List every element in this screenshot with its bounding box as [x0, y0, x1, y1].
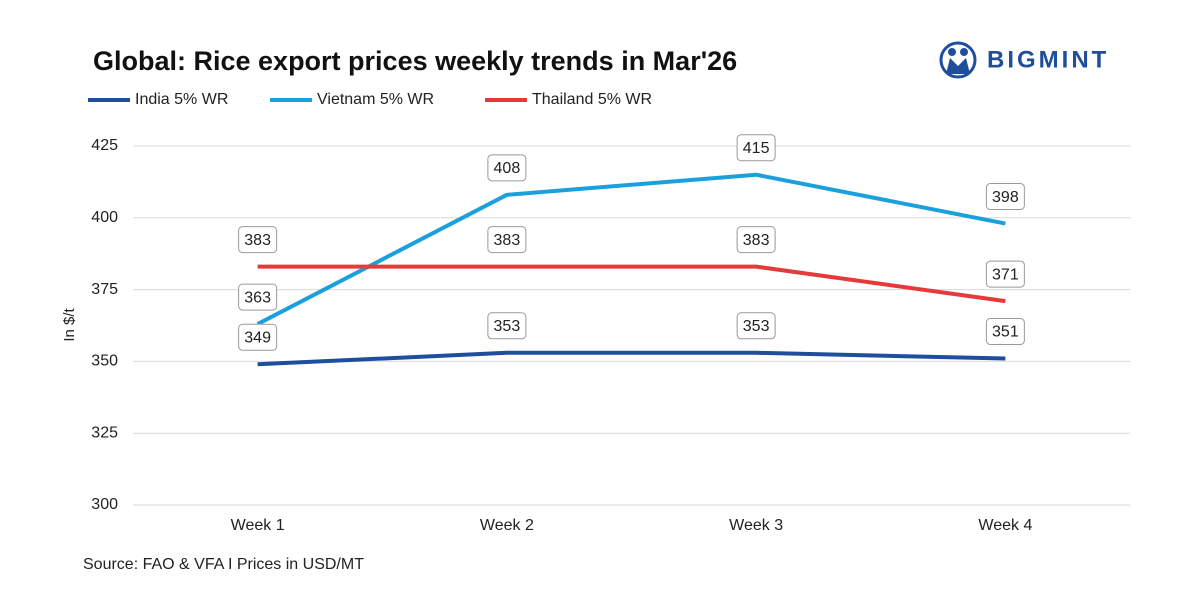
legend-label: Vietnam 5% WR: [317, 91, 434, 108]
source-note: Source: FAO & VFA I Prices in USD/MT: [83, 556, 364, 573]
x-tick-label: Week 1: [231, 517, 285, 534]
x-tick-label: Week 3: [729, 517, 783, 534]
data-label-box: [985, 260, 1025, 288]
series-line: [256, 172, 1006, 326]
x-tick-label: Week 2: [480, 517, 534, 534]
data-label-box: [985, 318, 1025, 346]
y-tick-label: 400: [91, 209, 118, 226]
y-tick-label: 425: [91, 137, 118, 154]
logo-icon: [939, 41, 977, 79]
data-label: 353: [494, 318, 521, 335]
data-label-box: [736, 226, 776, 254]
data-label-box: [238, 323, 278, 351]
data-label-box: [985, 183, 1025, 211]
data-label: 408: [494, 160, 521, 177]
legend-label: India 5% WR: [135, 91, 228, 108]
data-label-box: [487, 312, 527, 340]
y-tick-label: 375: [91, 281, 118, 298]
y-tick-label: 350: [91, 353, 118, 370]
data-label: 351: [992, 324, 1019, 341]
data-label: 383: [494, 232, 521, 249]
data-label: 363: [244, 289, 271, 306]
data-label-box: [736, 134, 776, 162]
series-line: [257, 264, 1006, 304]
data-label-box: [487, 226, 527, 254]
data-label-box: [736, 312, 776, 340]
x-tick-label: Week 4: [978, 517, 1032, 534]
logo-text: BIGMINT: [987, 46, 1109, 73]
data-label: 383: [244, 232, 271, 249]
data-label: 371: [992, 266, 1019, 283]
y-tick-label: 325: [91, 424, 118, 441]
data-label: 349: [244, 329, 271, 346]
legend-label: Thailand 5% WR: [532, 91, 652, 108]
data-label-box: [487, 154, 527, 182]
y-axis-label: In $/t: [61, 307, 78, 341]
data-label: 398: [992, 189, 1019, 206]
chart-title: Global: Rice export prices weekly trends…: [93, 46, 737, 76]
data-label: 383: [743, 232, 770, 249]
data-label-box: [238, 283, 278, 311]
series-line: [257, 350, 1006, 367]
y-tick-label: 300: [91, 496, 118, 513]
data-label-box: [238, 226, 278, 254]
data-label: 415: [743, 140, 770, 157]
data-label: 353: [743, 318, 770, 335]
